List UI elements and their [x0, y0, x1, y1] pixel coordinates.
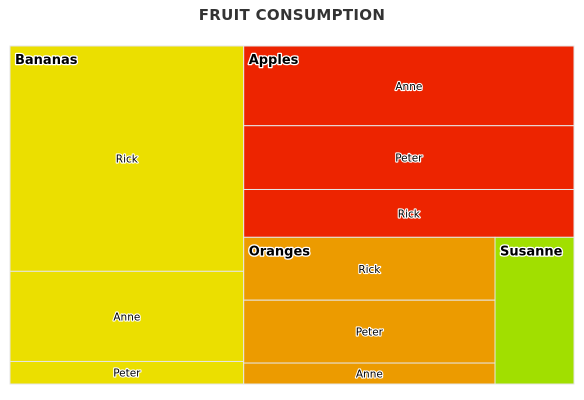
- treemap-cell-susanne-susanne[interactable]: [494, 236, 575, 385]
- leaf-label-apples-peter: Peter: [395, 153, 423, 165]
- leaf-label-apples-rick: Rick: [398, 208, 421, 220]
- group-label-apples: Apples: [249, 53, 299, 68]
- group-label-susanne: Susanne: [500, 244, 563, 259]
- chart-title: FRUIT CONSUMPTION: [198, 6, 386, 24]
- group-label-oranges: Oranges: [249, 244, 311, 259]
- group-label-bananas: Bananas: [15, 53, 78, 68]
- leaf-label-oranges-anne: Anne: [356, 369, 383, 381]
- leaf-label-apples-anne: Anne: [395, 81, 422, 93]
- leaf-label-bananas-anne: Anne: [113, 311, 140, 323]
- leaf-label-bananas-peter: Peter: [113, 368, 141, 380]
- treemap-cell-oranges-peter[interactable]: [243, 299, 496, 364]
- treemap-labels: Rick Anne Peter Bananas Anne Peter Rick Apples R…: [14, 52, 564, 382]
- leaf-label-bananas-rick: Rick: [116, 154, 139, 166]
- leaf-label-oranges-peter: Peter: [356, 327, 384, 339]
- treemap-cells: [9, 45, 575, 385]
- leaf-label-oranges-rick: Rick: [358, 264, 381, 276]
